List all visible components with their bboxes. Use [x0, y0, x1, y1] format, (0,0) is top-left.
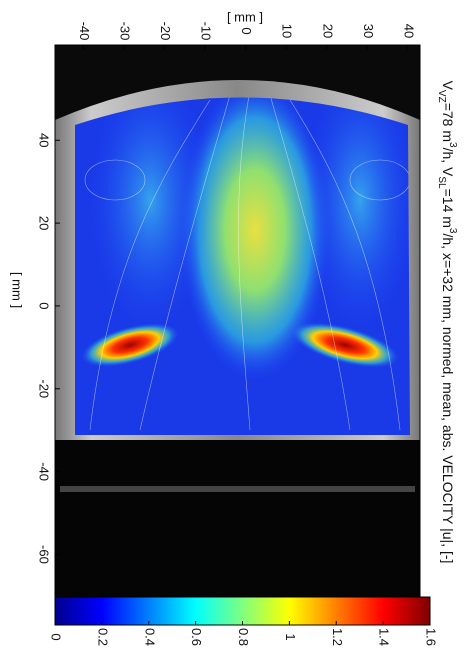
- x-tick-label: -30: [118, 22, 133, 41]
- chart-title: VVZ=78 m3/h, VSL=14 m3/h, x=+32 mm, norm…: [436, 81, 458, 564]
- y-tick-label: 20: [37, 216, 52, 230]
- title-part: VZ: [436, 90, 447, 103]
- colorbar-tick-label: 0: [49, 633, 64, 640]
- colorbar-tick-label: 1.4: [377, 628, 392, 646]
- title-part: /h, V: [440, 148, 456, 177]
- colorbar-tick-label: 0.8: [236, 628, 251, 646]
- x-tick-label: 40: [401, 24, 416, 38]
- y-axis-label: [ mm ]: [10, 272, 25, 308]
- x-tick-label: 0: [239, 27, 254, 34]
- x-tick-label: 10: [280, 24, 295, 38]
- y-tick-label: -60: [37, 545, 52, 564]
- x-tick-label: -40: [77, 22, 92, 41]
- title-part: =78 m: [440, 103, 456, 142]
- colorbar-tick-label: 1.2: [330, 628, 345, 646]
- title-part: V: [440, 81, 456, 91]
- colorbar-tick-label: 1: [283, 633, 298, 640]
- x-tick-label: -10: [199, 22, 214, 41]
- colorbar-tick-label: 0.4: [142, 628, 157, 646]
- title-part: =14 m: [440, 189, 456, 228]
- colorbar-tick-label: 0.2: [95, 628, 110, 646]
- colorbar-tick-label: 0.6: [189, 628, 204, 646]
- flow-image: [55, 45, 420, 600]
- title-part: /h, x=+32 mm, normed, mean, abs. VELOCIT…: [440, 233, 456, 563]
- x-tick-label: -20: [158, 22, 173, 41]
- x-tick-label: 20: [320, 24, 335, 38]
- y-tick-label: -20: [37, 379, 52, 398]
- x-tick-label: 30: [361, 24, 376, 38]
- colorbar: [54, 596, 431, 626]
- x-axis-label: [ mm ]: [227, 9, 263, 24]
- colorbar-tick-label: 1.6: [424, 628, 439, 646]
- y-tick-label: 0: [37, 302, 52, 309]
- title-part: 3: [447, 228, 458, 234]
- y-tick-label: 40: [37, 133, 52, 147]
- title-part: SL: [436, 176, 447, 189]
- title-part: 3: [447, 142, 458, 148]
- y-tick-label: -40: [37, 462, 52, 481]
